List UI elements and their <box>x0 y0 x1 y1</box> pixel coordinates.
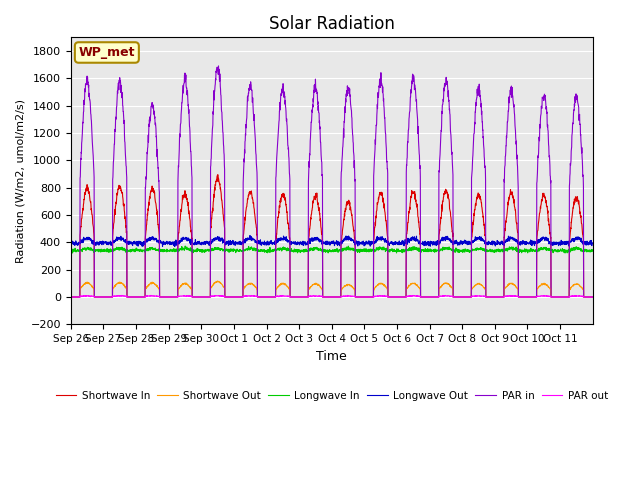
PAR in <box>119 103 127 109</box>
Longwave Out <box>589 240 596 246</box>
Shortwave Out <box>232 294 239 300</box>
Longwave Out <box>119 235 127 240</box>
Longwave In <box>489 248 497 253</box>
Longwave Out <box>518 240 526 245</box>
Line: Longwave In: Longwave In <box>71 246 593 253</box>
Line: PAR out: PAR out <box>71 295 593 297</box>
Shortwave In <box>67 294 75 300</box>
PAR out <box>489 294 497 300</box>
Longwave In <box>119 247 127 253</box>
Longwave Out <box>232 239 239 245</box>
Longwave Out <box>364 241 371 247</box>
PAR in <box>214 63 222 69</box>
Longwave Out <box>489 238 497 244</box>
PAR in <box>589 294 596 300</box>
PAR out <box>118 292 126 298</box>
PAR out <box>518 294 526 300</box>
Longwave In <box>589 248 596 254</box>
PAR in <box>489 294 497 300</box>
Line: Longwave Out: Longwave Out <box>71 236 593 247</box>
PAR out <box>370 294 378 300</box>
PAR out <box>67 294 75 300</box>
Title: Solar Radiation: Solar Radiation <box>269 15 395 33</box>
PAR in <box>363 294 371 300</box>
Shortwave In <box>518 294 526 300</box>
Shortwave Out <box>589 294 596 300</box>
Text: WP_met: WP_met <box>79 46 135 59</box>
Shortwave Out <box>67 294 75 300</box>
Longwave In <box>67 248 75 253</box>
Longwave Out <box>582 239 589 244</box>
Shortwave Out <box>581 294 589 300</box>
PAR in <box>232 294 239 300</box>
Longwave In <box>232 248 240 253</box>
Shortwave Out <box>518 294 526 300</box>
Line: Shortwave Out: Shortwave Out <box>71 281 593 297</box>
Line: PAR in: PAR in <box>71 66 593 297</box>
PAR out <box>589 294 596 300</box>
Shortwave Out <box>363 294 371 300</box>
Shortwave In <box>581 294 589 300</box>
Longwave In <box>582 246 589 252</box>
Longwave In <box>68 250 76 256</box>
Longwave In <box>518 247 526 253</box>
Longwave Out <box>246 233 254 239</box>
PAR out <box>232 294 239 300</box>
Longwave In <box>364 247 371 252</box>
Shortwave Out <box>119 281 127 287</box>
Line: Shortwave In: Shortwave In <box>71 175 593 297</box>
Longwave Out <box>171 244 179 250</box>
Shortwave Out <box>214 278 221 284</box>
Shortwave In <box>214 172 221 178</box>
X-axis label: Time: Time <box>316 349 347 362</box>
PAR in <box>581 294 589 300</box>
Shortwave In <box>489 294 497 300</box>
PAR out <box>119 293 127 299</box>
Legend: Shortwave In, Shortwave Out, Longwave In, Longwave Out, PAR in, PAR out: Shortwave In, Shortwave Out, Longwave In… <box>51 387 612 405</box>
PAR out <box>363 294 371 300</box>
Longwave In <box>181 243 189 249</box>
Longwave Out <box>67 240 75 246</box>
PAR out <box>582 294 589 300</box>
Y-axis label: Radiation (W/m2, umol/m2/s): Radiation (W/m2, umol/m2/s) <box>15 99 25 263</box>
Shortwave In <box>119 195 127 201</box>
Shortwave In <box>589 294 596 300</box>
PAR in <box>67 294 75 300</box>
Shortwave In <box>232 294 239 300</box>
Shortwave Out <box>489 294 497 300</box>
PAR in <box>518 294 526 300</box>
Shortwave In <box>363 294 371 300</box>
